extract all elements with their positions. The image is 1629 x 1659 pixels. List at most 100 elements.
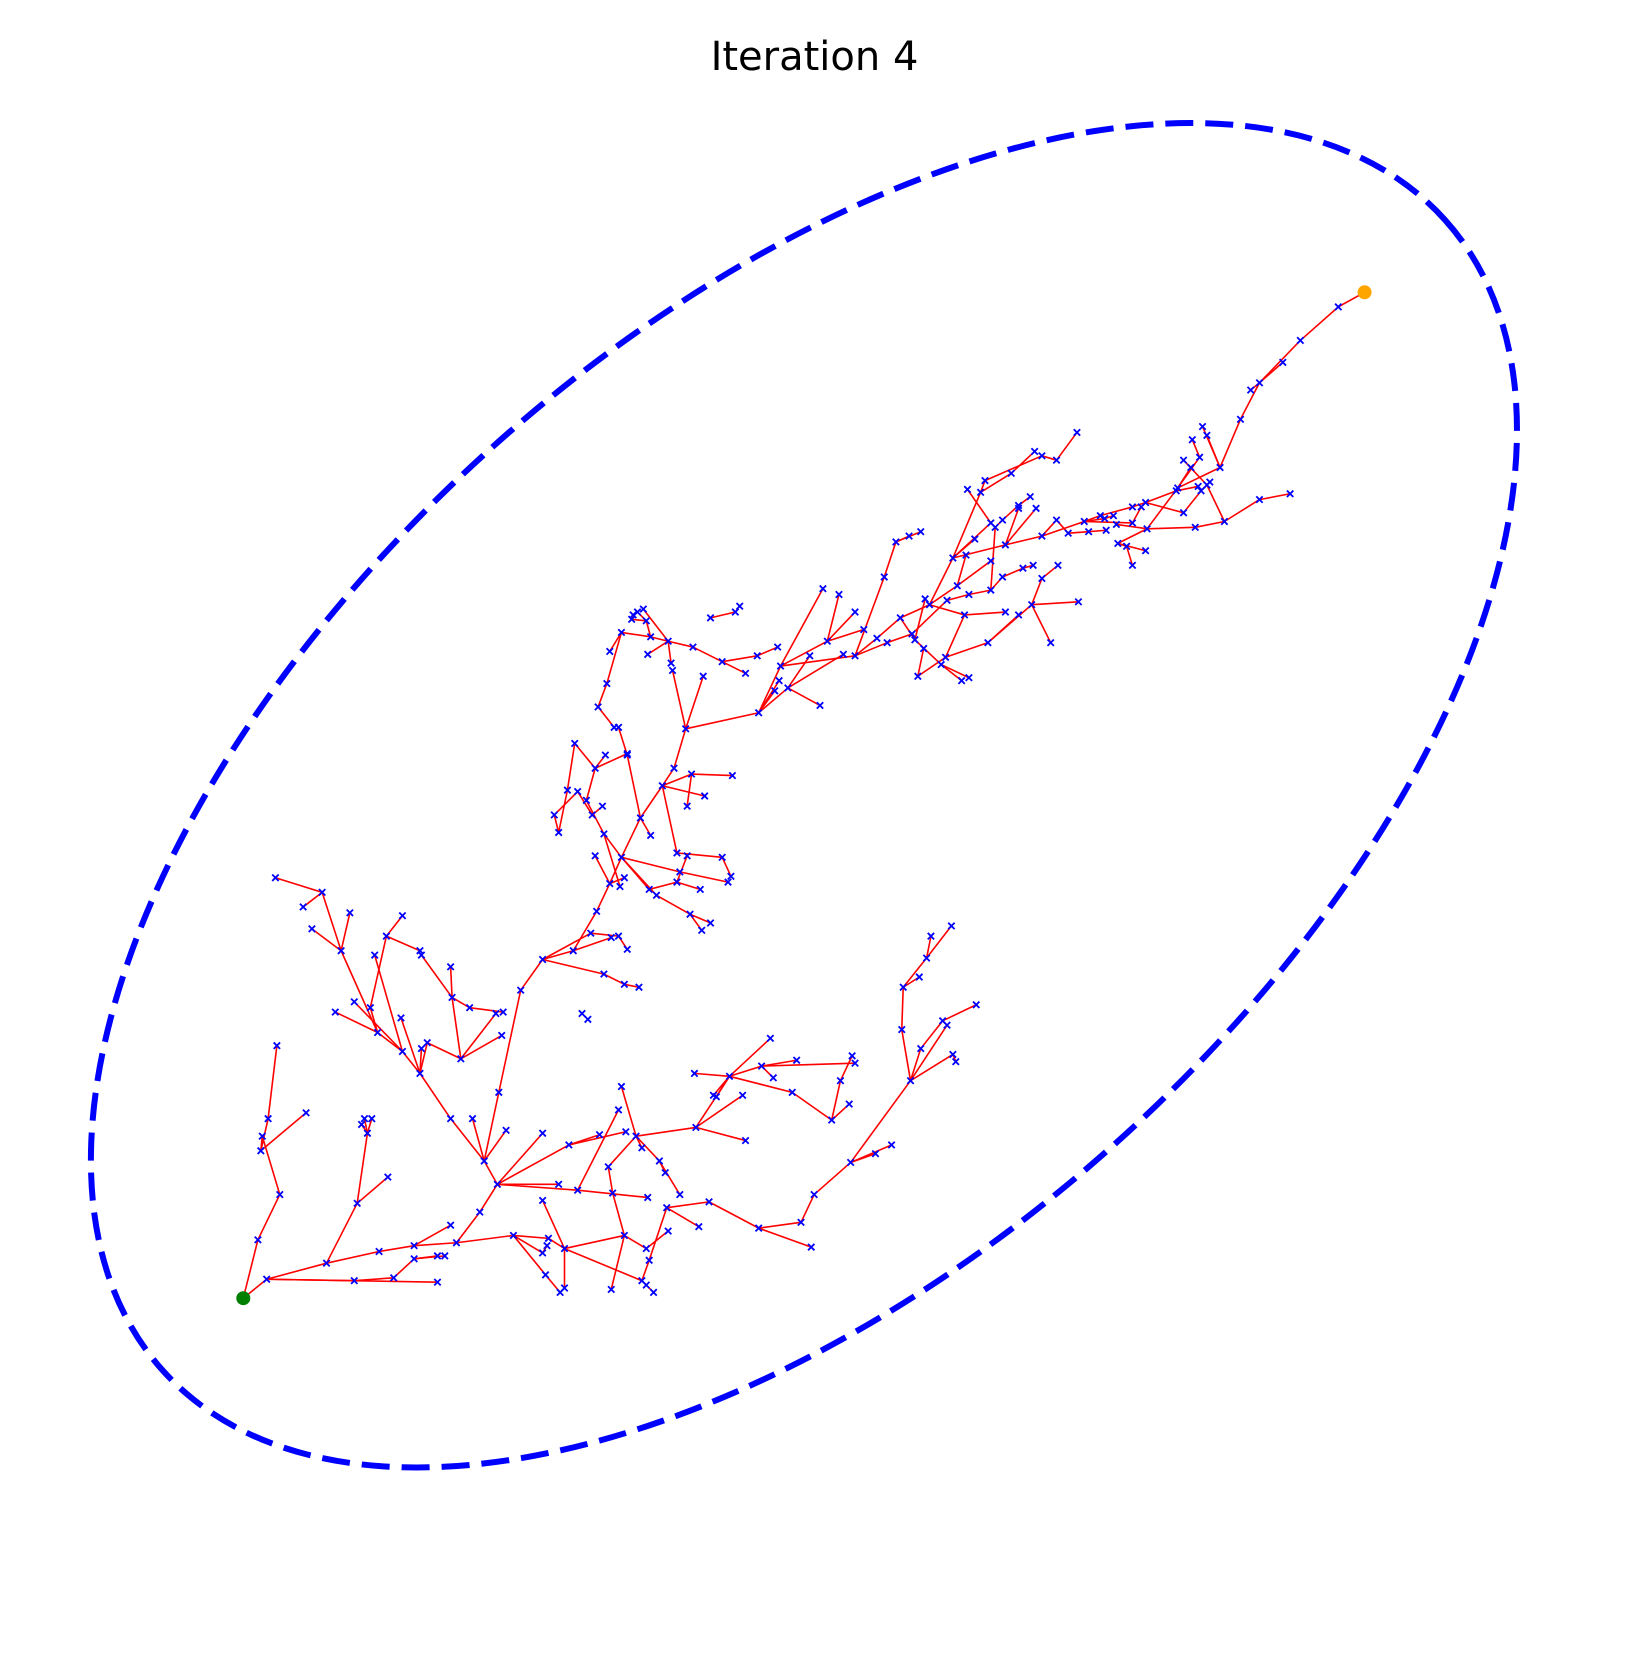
tree-edge bbox=[620, 856, 650, 890]
tree-node-marker bbox=[382, 932, 391, 940]
tree-node-marker bbox=[623, 945, 632, 954]
endpoints-layer bbox=[236, 285, 1372, 1306]
tree-edge bbox=[1206, 484, 1226, 522]
tree-node-marker bbox=[823, 637, 832, 646]
tree-edge bbox=[564, 1247, 643, 1282]
tree-node-marker bbox=[1054, 561, 1062, 570]
tree-node-marker bbox=[805, 651, 814, 660]
tree-edge bbox=[639, 785, 663, 819]
tree-node-marker bbox=[706, 614, 715, 622]
tree-edge bbox=[641, 1259, 650, 1281]
tree-node-marker bbox=[638, 1144, 646, 1152]
tree-edge bbox=[914, 598, 926, 640]
tree-node-marker bbox=[584, 1015, 592, 1024]
tree-node-marker bbox=[667, 659, 675, 667]
tree-edge bbox=[1145, 501, 1184, 514]
tree-edge bbox=[261, 1135, 281, 1195]
tree-node-marker bbox=[953, 581, 962, 590]
tree-node-marker bbox=[1100, 514, 1109, 523]
tree-edge bbox=[839, 1055, 853, 1082]
tree-node-marker bbox=[642, 616, 651, 625]
tree-node-marker bbox=[670, 764, 678, 773]
tree-edge bbox=[451, 997, 462, 1059]
tree-edge bbox=[542, 958, 605, 975]
tree-node-marker bbox=[446, 1114, 455, 1123]
tree-node-marker bbox=[591, 852, 599, 860]
tree-node-marker bbox=[1080, 517, 1089, 526]
tree-node-marker bbox=[617, 1082, 626, 1091]
tree-node-marker bbox=[1114, 539, 1122, 548]
tree-node-marker bbox=[731, 608, 740, 616]
tree-edge bbox=[909, 1048, 922, 1081]
tree-edge bbox=[413, 1224, 452, 1247]
tree-edge bbox=[541, 1200, 566, 1249]
tree-node-marker bbox=[986, 586, 995, 594]
tree-node-marker bbox=[897, 1025, 906, 1034]
tree-node-marker bbox=[446, 962, 455, 971]
tree-node-marker bbox=[617, 628, 626, 637]
tree-node-marker bbox=[664, 637, 672, 646]
tree-node-marker bbox=[728, 771, 737, 780]
tree-node-marker bbox=[1141, 546, 1150, 555]
tree-node-marker bbox=[686, 910, 694, 919]
tree-node-marker bbox=[1084, 527, 1093, 536]
tree-edge bbox=[728, 1037, 771, 1077]
tree-edge bbox=[386, 935, 421, 952]
tree-edge bbox=[1068, 530, 1089, 534]
tree-node-marker bbox=[538, 955, 547, 964]
tree-edge bbox=[956, 560, 992, 587]
tree-node-marker bbox=[645, 1256, 654, 1265]
tree-node-marker bbox=[655, 1157, 664, 1165]
tree-node-marker bbox=[986, 557, 995, 565]
tree-edge bbox=[648, 881, 678, 891]
tree-node-marker bbox=[373, 1028, 382, 1037]
tree-node-marker bbox=[573, 1186, 582, 1195]
tree-node-marker bbox=[614, 932, 623, 940]
tree-node-marker bbox=[921, 595, 929, 603]
tree-node-marker bbox=[753, 651, 762, 660]
tree-node-marker bbox=[614, 1106, 623, 1114]
tree-node-marker bbox=[497, 1031, 506, 1040]
tree-node-marker bbox=[668, 666, 677, 675]
tree-edge bbox=[393, 1258, 415, 1279]
tree-node-marker bbox=[754, 708, 763, 717]
tree-node-marker bbox=[770, 687, 779, 695]
tree-node-marker bbox=[416, 946, 424, 955]
tree-node-marker bbox=[598, 802, 607, 811]
tree-node-marker bbox=[908, 630, 916, 638]
tree-node-marker bbox=[271, 873, 280, 882]
tree-edge bbox=[946, 593, 970, 602]
tree-node-marker bbox=[375, 1247, 383, 1256]
tree-node-marker bbox=[957, 676, 966, 685]
tree-edge bbox=[787, 687, 821, 707]
tree-edge bbox=[498, 989, 522, 1093]
tree-edge bbox=[689, 913, 711, 924]
tree-edge bbox=[257, 1194, 281, 1241]
tree-edge bbox=[900, 987, 905, 1030]
tree-node-marker bbox=[350, 1276, 359, 1285]
tree-node-marker bbox=[1334, 303, 1343, 311]
tree-edge bbox=[623, 1234, 647, 1250]
tree-edge bbox=[758, 680, 780, 714]
tree-edge bbox=[340, 950, 379, 1033]
tree-edge bbox=[574, 742, 596, 769]
tree-node-marker bbox=[560, 1244, 569, 1253]
tree-node-marker bbox=[927, 932, 935, 940]
tree-edge bbox=[334, 1011, 378, 1034]
tree-node-marker bbox=[607, 933, 616, 942]
tree-node-marker bbox=[705, 1198, 713, 1206]
tree-edge bbox=[787, 655, 811, 689]
tree-node-marker bbox=[906, 1076, 915, 1085]
tree-edge bbox=[513, 1234, 549, 1240]
tree-edge bbox=[928, 557, 954, 606]
tree-edge bbox=[595, 883, 611, 912]
tree-edge bbox=[758, 1227, 812, 1248]
tree-node-marker bbox=[1014, 501, 1023, 510]
tree-node-marker bbox=[1001, 608, 1010, 616]
tree-node-marker bbox=[963, 485, 972, 494]
tree-edge bbox=[917, 656, 947, 677]
tree-edge bbox=[942, 1004, 977, 1022]
tree-edge bbox=[400, 1017, 421, 1074]
tree-nodes-layer bbox=[254, 303, 1343, 1297]
tree-node-marker bbox=[357, 1120, 366, 1129]
